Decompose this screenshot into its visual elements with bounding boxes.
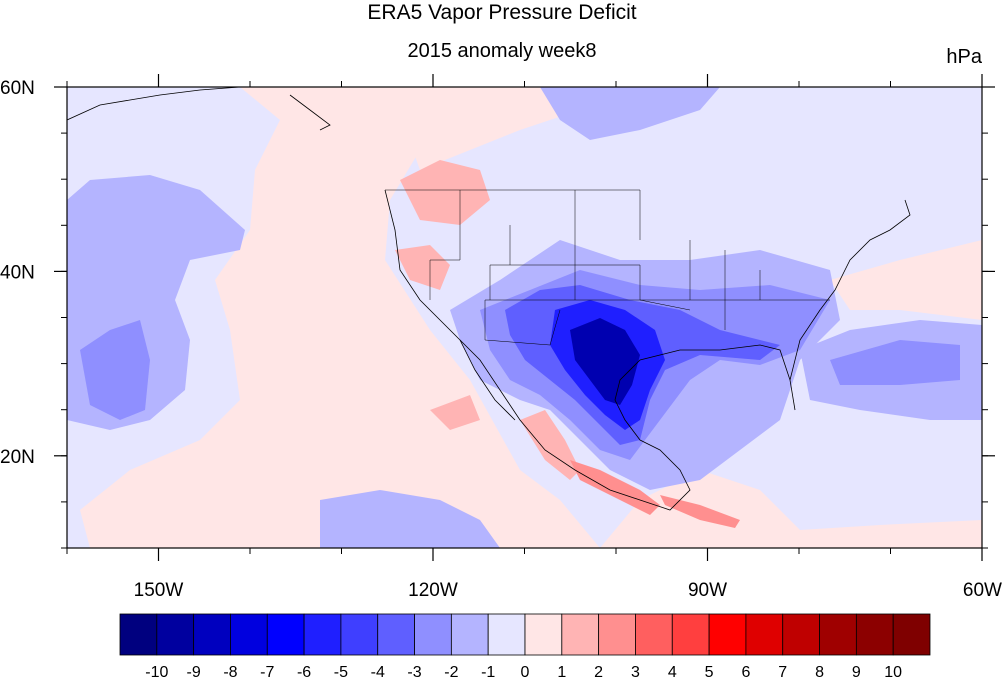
colorbar-label: -1 xyxy=(481,664,495,681)
colorbar-swatch xyxy=(303,613,342,656)
colorbar-swatch xyxy=(561,613,600,656)
colorbar-label: 9 xyxy=(852,664,861,681)
south-negative-band xyxy=(320,490,500,548)
x-tick-label: 120W xyxy=(408,580,458,601)
pacific-negative-core xyxy=(80,320,150,420)
coastlines xyxy=(67,87,911,511)
colorbar-label: 1 xyxy=(557,664,566,681)
baja-coastline xyxy=(459,339,516,421)
colorbar-swatch xyxy=(230,613,268,656)
mexico-positive xyxy=(520,410,580,480)
colorbar-swatch xyxy=(708,613,747,656)
colorbar: -10 -9 -8 -7 -6 -5 -4 -3 -2 -1 0 1 2 3 4 5 6 7 8 9 10 xyxy=(119,613,931,681)
colorbar-swatch xyxy=(377,613,415,656)
x-tick-label: 60W xyxy=(963,580,1002,601)
units-label: hPa xyxy=(946,46,982,68)
atlantic-pink xyxy=(830,240,982,320)
colorbar-label: 6 xyxy=(741,664,750,681)
colorbar-swatch xyxy=(671,613,710,656)
caribbean-positive xyxy=(660,495,740,528)
south-pink-band xyxy=(600,470,982,548)
colorbar-swatch xyxy=(266,613,305,656)
x-tick-label: 90W xyxy=(688,580,727,601)
x-tick-label: 150W xyxy=(134,580,184,601)
colorbar-label: 4 xyxy=(668,664,677,681)
map-subtitle: 2015 anomaly week8 xyxy=(407,40,597,62)
colorbar-swatch xyxy=(450,613,489,656)
colorbar-label: -8 xyxy=(223,664,237,681)
colorbar-label: 5 xyxy=(705,664,714,681)
colorbar-swatch xyxy=(414,613,452,656)
northwest-positive xyxy=(400,160,490,225)
alaska-coastline xyxy=(67,87,331,131)
colorbar-swatch xyxy=(892,613,931,656)
colorbar-swatch xyxy=(487,613,526,656)
colorbar-swatch xyxy=(524,613,563,656)
colorbar-swatch xyxy=(745,613,784,656)
west-positive xyxy=(395,245,450,290)
colorbar-label: 8 xyxy=(815,664,824,681)
y-tick-label: 60N xyxy=(0,78,35,99)
y-tick-label: 40N xyxy=(0,262,35,283)
colorbar-label: 10 xyxy=(884,664,902,681)
y-tick-label: 20N xyxy=(0,447,35,468)
colorbar-swatch xyxy=(119,613,158,656)
colorbar-label: -3 xyxy=(407,664,421,681)
anomaly-field xyxy=(67,87,982,548)
colorbar-label: -2 xyxy=(444,664,458,681)
map-title: ERA5 Vapor Pressure Deficit xyxy=(367,1,637,24)
colorbar-swatch xyxy=(598,613,636,656)
north-america-coastline xyxy=(384,189,911,511)
colorbar-swatch xyxy=(855,613,894,656)
colorbar-swatch xyxy=(819,613,857,656)
colorbar-label: 3 xyxy=(631,664,640,681)
central-america-positive xyxy=(570,460,660,515)
north-pink xyxy=(390,87,580,170)
colorbar-label: 7 xyxy=(778,664,787,681)
pacific-positive-band xyxy=(80,87,600,548)
colorbar-swatch xyxy=(635,613,673,656)
state-borders xyxy=(385,189,830,346)
colorbar-swatch xyxy=(156,613,195,656)
colorbar-label: 0 xyxy=(521,664,530,681)
colorbar-label: -9 xyxy=(187,664,201,681)
colorbar-swatch xyxy=(782,613,820,656)
axis-ticks: 150W 120W 90W 60W 60N 40N 20N xyxy=(0,74,1002,601)
colorbar-swatch xyxy=(340,613,379,656)
us-negative-core xyxy=(570,318,640,405)
colorbar-label: -7 xyxy=(260,664,274,681)
colorbar-label: -4 xyxy=(371,664,385,681)
north-negative xyxy=(540,87,720,140)
colorbar-label: 2 xyxy=(594,664,603,681)
colorbar-swatch xyxy=(193,613,231,656)
colorbar-label: -6 xyxy=(297,664,311,681)
pacific-positive-patch xyxy=(430,395,480,430)
colorbar-label: -10 xyxy=(145,664,168,681)
atlantic-negative-core xyxy=(830,340,960,385)
colorbar-label: -5 xyxy=(334,664,348,681)
